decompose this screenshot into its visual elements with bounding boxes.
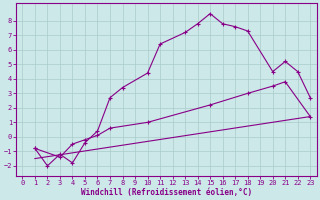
X-axis label: Windchill (Refroidissement éolien,°C): Windchill (Refroidissement éolien,°C) xyxy=(81,188,252,197)
